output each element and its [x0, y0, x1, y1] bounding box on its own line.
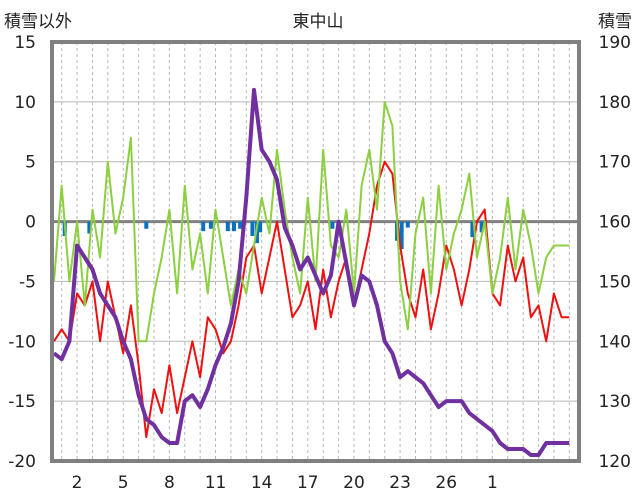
x-tick-label: 17 [297, 473, 319, 493]
plot-frame [50, 40, 581, 463]
precip-bar [250, 221, 255, 236]
right-tick-label: 120 [599, 452, 631, 472]
x-tick-label: 5 [118, 473, 129, 493]
precip-bar [399, 221, 404, 250]
left-tick-label: -10 [8, 332, 36, 352]
right-axis-label: 積雪 [598, 12, 632, 32]
right-tick-label: 130 [599, 392, 631, 412]
x-tick-label: 8 [164, 473, 175, 493]
right-tick-label: 140 [599, 332, 631, 352]
right-tick-label: 150 [599, 272, 631, 292]
left-tick-label: 10 [14, 93, 36, 113]
left-axis-label: 積雪以外 [4, 12, 72, 32]
left-tick-label: -5 [19, 272, 36, 292]
x-tick-label: 11 [205, 473, 227, 493]
chart-title: 東中山 [293, 12, 344, 32]
precip-bar [201, 221, 206, 232]
series-line-1 [53, 160, 570, 439]
x-tick-label: 2 [72, 473, 83, 493]
left-axis-ticks: 15 10 5 0 -5 -10 -15 -20 [8, 33, 36, 472]
left-tick-label: 15 [14, 33, 36, 53]
series-lines [52, 87, 570, 457]
left-tick-label: -20 [8, 452, 36, 472]
left-tick-label: 0 [25, 213, 36, 233]
precip-bar [470, 221, 475, 238]
right-tick-label: 190 [599, 33, 631, 53]
right-axis-ticks: 190 180 170 160 150 140 130 120 [599, 33, 631, 472]
precip-bar [479, 221, 484, 233]
precip-bar [144, 221, 149, 229]
precip-bar [330, 221, 335, 229]
x-axis-ticks: 2 5 8 11 14 17 20 23 26 1 [72, 473, 498, 493]
x-tick-label: 14 [251, 473, 273, 493]
left-tick-label: 5 [25, 153, 36, 173]
precip-bar [238, 221, 243, 229]
precip-bar [405, 221, 410, 228]
left-tick-label: -15 [8, 392, 36, 412]
series-line-2 [53, 100, 570, 343]
x-tick-label: 1 [487, 473, 498, 493]
precip-bar [87, 221, 92, 234]
precip-bar [225, 221, 230, 232]
x-tick-label: 23 [389, 473, 411, 493]
right-tick-label: 160 [599, 213, 631, 233]
series-line-3 [52, 87, 570, 457]
right-tick-label: 180 [599, 93, 631, 113]
precip-bar [258, 221, 263, 233]
grid [54, 42, 577, 461]
precip-bar [231, 221, 236, 232]
right-tick-label: 170 [599, 153, 631, 173]
x-tick-label: 20 [343, 473, 365, 493]
x-tick-label: 26 [435, 473, 457, 493]
precip-bar [208, 221, 213, 229]
